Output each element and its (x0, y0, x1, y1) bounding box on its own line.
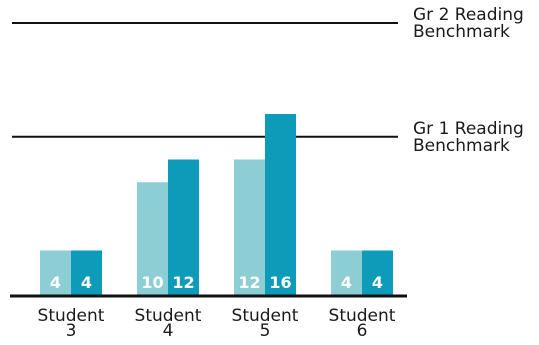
bar (40, 250, 71, 296)
data-labels: 4 4 10 12 12 16 4 4 (50, 273, 383, 292)
bar (362, 250, 393, 296)
data-label: 12 (238, 273, 260, 292)
data-label: 10 (141, 273, 163, 292)
data-label: 12 (172, 273, 194, 292)
bar (331, 250, 362, 296)
bar (265, 114, 296, 296)
bar (168, 159, 199, 296)
benchmark-label: Gr 1 Reading Benchmark (413, 119, 524, 156)
x-tick-label: Student 3 (38, 306, 105, 341)
data-label: 4 (372, 273, 383, 292)
data-label: 16 (269, 273, 291, 292)
benchmark-label: Gr 2 Reading Benchmark (413, 5, 524, 42)
benchmark-labels: Gr 2 Reading Benchmark Gr 1 Reading Benchma… (413, 5, 524, 156)
x-tick-label: Student 6 (329, 306, 396, 341)
x-tick-label: Student 4 (135, 306, 202, 341)
bar (234, 159, 265, 296)
bars (40, 114, 393, 296)
x-tick-labels: Student 3 Student 4 Student 5 Student 6 (38, 306, 396, 341)
data-label: 4 (50, 273, 61, 292)
bar (137, 182, 168, 296)
x-tick-label: Student 5 (232, 306, 299, 341)
benchmark-lines (12, 22, 398, 138)
data-label: 4 (341, 273, 352, 292)
data-label: 4 (81, 273, 92, 292)
bar (71, 250, 102, 296)
